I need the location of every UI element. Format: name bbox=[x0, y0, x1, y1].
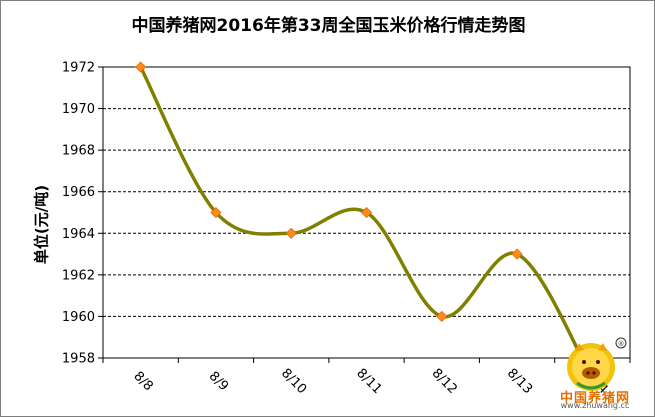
data-point-marker bbox=[436, 310, 448, 322]
y-tick-label: 1972 bbox=[62, 61, 95, 76]
series-price bbox=[138, 65, 584, 358]
plot-area-border bbox=[102, 66, 631, 359]
axes bbox=[98, 66, 631, 363]
x-tick-label: 8/10 bbox=[278, 366, 309, 397]
y-tick-label: 1958 bbox=[62, 352, 95, 367]
y-axis-label: 单位(元/吨) bbox=[32, 184, 51, 265]
chart-title: 中国养猪网2016年第33周全国玉米价格行情走势图 bbox=[131, 16, 526, 36]
series-line bbox=[138, 65, 584, 358]
y-tick-label: 1970 bbox=[62, 102, 95, 117]
data-point-marker bbox=[511, 248, 523, 260]
data-point-marker bbox=[285, 227, 297, 239]
x-tick-label: 8/9 bbox=[206, 369, 231, 394]
y-tick-label: 1968 bbox=[62, 144, 95, 159]
markers bbox=[135, 61, 523, 322]
y-tick-label: 1964 bbox=[62, 227, 95, 242]
registered-mark: ® bbox=[618, 340, 625, 348]
x-tick-label: 8/8 bbox=[130, 369, 155, 394]
pig-mascot-icon: ® bbox=[567, 337, 627, 391]
gridlines bbox=[103, 66, 630, 317]
x-tick-labels: 8/88/98/108/118/128/138/14 bbox=[130, 366, 610, 397]
y-tick-label: 1962 bbox=[62, 268, 95, 283]
y-tick-label: 1966 bbox=[62, 185, 95, 200]
data-point-marker bbox=[210, 206, 222, 219]
watermark-logo: ® 中国养猪网 www.zhuwang.cc bbox=[547, 337, 643, 410]
x-tick-label: 8/12 bbox=[429, 366, 460, 397]
watermark-url: www.zhuwang.cc bbox=[560, 401, 630, 410]
y-tick-labels: 1958 1960 1962 1964 1966 1968 1970 1972 bbox=[62, 61, 95, 367]
y-tick-label: 1960 bbox=[62, 310, 95, 325]
x-tick-label: 8/13 bbox=[504, 366, 535, 397]
watermark-site-name: 中国养猪网 bbox=[559, 391, 630, 406]
x-tick-label: 8/11 bbox=[353, 366, 384, 397]
data-point-marker bbox=[135, 61, 147, 73]
data-point-marker bbox=[360, 206, 373, 219]
